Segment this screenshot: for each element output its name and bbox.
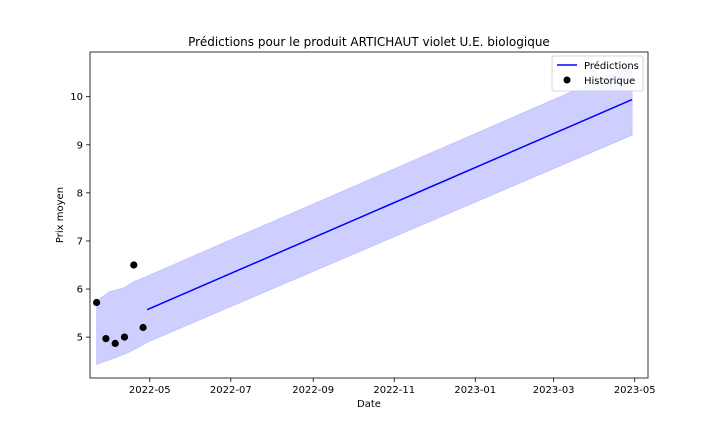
chart-title: Prédictions pour le produit ARTICHAUT vi…	[188, 35, 550, 49]
prediction-line-layer	[146, 98, 633, 311]
x-axis-label: Date	[357, 399, 381, 410]
y-tick-label: 10	[70, 92, 83, 103]
x-tick-label: 2023-05	[614, 385, 656, 396]
y-tick-label: 7	[77, 236, 83, 247]
y-axis-ticks: 5 6 7 8 9 10	[70, 92, 90, 344]
x-tick-label: 2023-01	[454, 385, 496, 396]
x-tick-label: 2023-03	[533, 385, 575, 396]
legend: Prédictions Historique	[551, 55, 644, 92]
historical-point	[120, 333, 129, 341]
historical-points-layer	[93, 261, 147, 347]
x-tick-label: 2022-09	[292, 385, 334, 396]
historical-point	[130, 261, 138, 269]
historical-point	[139, 323, 147, 332]
legend-label-predictions: Prédictions	[584, 60, 639, 72]
x-axis-ticks: 2022-05 2022-07 2022-09 2022-11 2023-01 2023-…	[129, 378, 656, 396]
x-tick-label: 2022-07	[210, 385, 252, 396]
historical-point	[111, 339, 119, 347]
x-tick-label: 2022-11	[373, 385, 415, 396]
y-tick-label: 9	[77, 140, 83, 151]
y-tick-label: 6	[77, 285, 83, 296]
y-tick-label: 8	[77, 188, 83, 199]
prediction-line	[146, 98, 633, 311]
y-axis-label: Prix moyen	[55, 187, 66, 243]
historical-point	[93, 298, 101, 307]
legend-marker-swatch	[563, 76, 571, 84]
legend-label-historique: Historique	[584, 76, 635, 87]
x-tick-label: 2022-05	[129, 385, 171, 396]
historical-point	[102, 335, 110, 343]
y-tick-label: 5	[77, 333, 83, 344]
plot-frame	[89, 51, 649, 379]
